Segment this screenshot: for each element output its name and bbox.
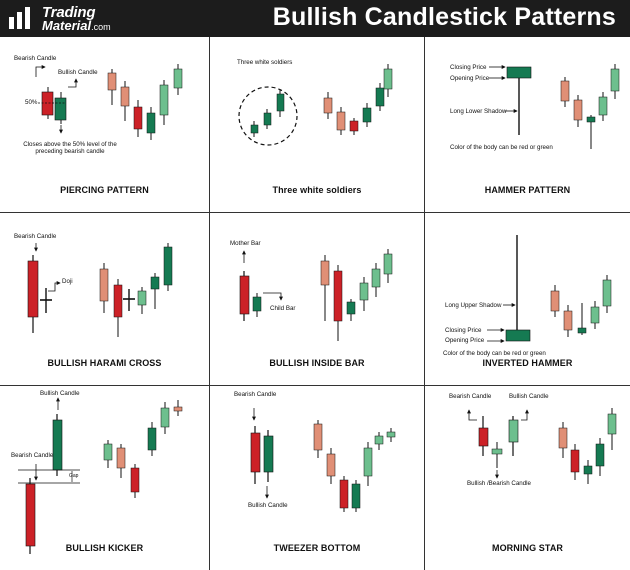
closing-price-label: Closing Price [445,327,482,334]
logo-domain: .com [91,22,111,32]
bullish-inside-bar-diagram [239,249,393,341]
inverted-hammer-color-note: Color of the body can be red or green [443,350,546,357]
panel-title: BULLISH HARAMI CROSS [47,358,162,368]
bullish-candle-label: Bullish Candle [40,390,80,397]
bullish-candle-label: Bullish Candle [58,69,98,76]
panel-morning-star: Bearish Candle Bullish Candle Bullish /B… [425,386,630,570]
header-bar: Trading Material.com Bullish Candlestick… [0,0,630,37]
bearish-candle-label: Bearish Candle [14,55,57,62]
opening-price-label: Opening Price [445,337,485,344]
panel-piercing-pattern: Bearish Candle Bullish Candle 50% Closes… [0,37,210,213]
panel-title: BULLISH INSIDE BAR [269,358,365,368]
logo-word-material: Material.com [42,18,111,33]
panel-bullish-kicker: Bullish Candle Bearish Candle Gap BULLIS… [0,386,210,570]
panel-title: MORNING STAR [491,543,564,553]
doji-label: Doji [62,278,73,285]
child-bar-label: Child Bar [270,305,296,312]
logo-word-trading: Trading [42,4,96,21]
piercing-pattern-diagram [35,64,183,140]
piercing-note-line1: Closes above the 50% level of the [23,141,117,148]
bullish-candle-label: Bullish Candle [509,393,549,400]
panel-three-white-soldiers: Three white soldiers Three white soldier… [210,37,425,213]
closing-price-label: Closing Price [450,64,487,71]
bearish-candle-label: Bearish Candle [449,393,492,400]
panel-inverted-hammer: Long Upper Shadow Closing Price Opening … [425,213,630,386]
morning-star-diagram [467,408,617,484]
hammer-color-note: Color of the body can be red or green [450,144,553,151]
three-white-soldiers-diagram [238,64,393,146]
bearish-candle-label: Bearish Candle [234,391,277,398]
panel-hammer-pattern: Closing Price Opening Price Long Lower S… [425,37,630,213]
panel-title: PIERCING PATTERN [60,185,149,195]
panel-title: Three white soldiers [272,185,362,195]
panel-title: INVERTED HAMMER [482,358,573,368]
gap-label: Gap [69,473,79,479]
bullish-kicker-diagram [18,397,183,554]
bullish-harami-cross-diagram [27,243,173,337]
long-upper-shadow-label: Long Upper Shadow [445,302,502,309]
panel-tweezer-bottom: Bearish Candle Bullish Candle TWEEZER BO… [210,386,425,570]
patterns-grid: Bearish Candle Bullish Candle 50% Closes… [0,37,630,570]
panel-title: TWEEZER BOTTOM [273,543,361,553]
page-title: Bullish Candlestick Patterns [272,3,616,31]
panel-bullish-inside-bar: Mother Bar Child Bar BULLISH INSIDE BAR [210,213,425,386]
fifty-percent-label: 50% [25,99,38,106]
panel-title: HAMMER PATTERN [484,185,571,195]
three-white-soldiers-label: Three white soldiers [237,59,293,66]
opening-price-label: Opening Price [450,75,490,82]
hammer-pattern-diagram [489,64,620,149]
panel-bullish-harami-cross: Bearish Candle Doji BULLISH HARAMI CROSS [0,213,210,386]
bearish-candle-label: Bearish Candle [14,233,57,240]
long-lower-shadow-label: Long Lower Shadow [450,108,507,115]
logo-word-material-text: Material [42,18,92,33]
bearish-candle-label: Bearish Candle [11,452,54,459]
piercing-note-line2: preceding bearish candle [35,148,105,155]
bullish-bearish-candle-label: Bullish /Bearish Candle [467,480,531,487]
trading-material-logo-icon [9,7,30,29]
bullish-candle-label: Bullish Candle [248,502,288,509]
inverted-hammer-diagram [487,235,612,343]
tweezer-bottom-diagram [250,408,396,512]
mother-bar-label: Mother Bar [230,240,261,247]
panel-title: BULLISH KICKER [65,543,144,553]
